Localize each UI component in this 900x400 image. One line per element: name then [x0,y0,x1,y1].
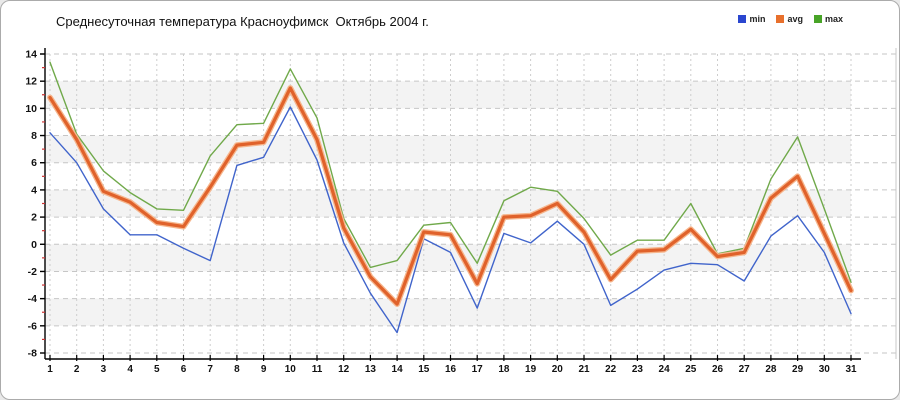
background-band [45,298,851,326]
background-band [45,244,851,272]
x-tick-label: 26 [712,364,724,375]
legend-item-min: min [738,14,765,24]
x-tick-label: 14 [392,364,404,375]
x-tick-label: 30 [819,364,831,375]
y-tick-label: 6 [31,157,37,169]
x-tick-label: 13 [365,364,377,375]
chart-legend: min avg max [738,14,843,24]
y-tick-label: 0 [31,239,37,251]
legend-label-max: max [824,14,843,24]
legend-swatch-max [813,15,822,23]
legend-swatch-min [738,15,747,23]
x-tick-label: 23 [632,364,644,375]
x-tick-label: 31 [845,364,857,375]
x-tick-label: 8 [234,364,240,375]
x-tick-label: 18 [498,364,510,375]
x-tick-label: 16 [445,364,457,375]
x-tick-label: 5 [154,364,160,375]
x-tick-label: 22 [605,364,617,375]
y-tick-label: 14 [25,49,37,61]
legend-swatch-avg [776,15,785,23]
x-tick-label: 25 [685,364,697,375]
y-tick-label: -2 [28,266,37,278]
background-band [45,135,851,163]
x-tick-label: 12 [338,364,350,375]
series-line-avg [48,86,853,306]
x-tick-label: 4 [127,364,133,375]
x-tick-label: 29 [792,364,804,375]
x-tick-label: 10 [285,364,297,375]
legend-label-avg: avg [787,14,803,24]
legend-item-max: max [813,14,843,24]
chart-title: Среднесуточная температура Красноуфимск … [56,14,429,29]
x-tick-label: 9 [261,364,267,375]
x-tick-label: 15 [418,364,430,375]
y-tick-label: 10 [25,103,37,115]
x-tick-label: 6 [181,364,187,375]
series-line-min [49,106,852,334]
y-tick-label: -4 [28,293,37,305]
background-band [45,81,851,109]
x-tick-label: 28 [765,364,777,375]
x-tick-label: 17 [472,364,484,375]
x-tick-label: 2 [74,364,80,375]
y-tick-label: 4 [31,184,37,196]
x-tick-label: 3 [101,364,107,375]
x-tick-label: 27 [739,364,751,375]
y-tick-label: 2 [31,212,37,224]
legend-item-avg: avg [776,14,803,24]
x-tick-label: 11 [312,364,323,375]
x-tick-label: 24 [659,364,671,375]
background-band [45,189,851,218]
legend-label-min: min [749,14,766,24]
y-tick-label: 12 [25,76,37,88]
x-tick-label: 21 [578,364,590,375]
y-tick-label: 8 [31,130,37,142]
x-tick-label: 7 [207,364,213,375]
y-tick-label: -8 [28,348,37,360]
y-tick-label: -6 [28,320,37,332]
x-tick-label: 19 [525,364,537,375]
x-tick-label: 20 [552,364,564,375]
x-tick-label: 1 [47,364,53,375]
